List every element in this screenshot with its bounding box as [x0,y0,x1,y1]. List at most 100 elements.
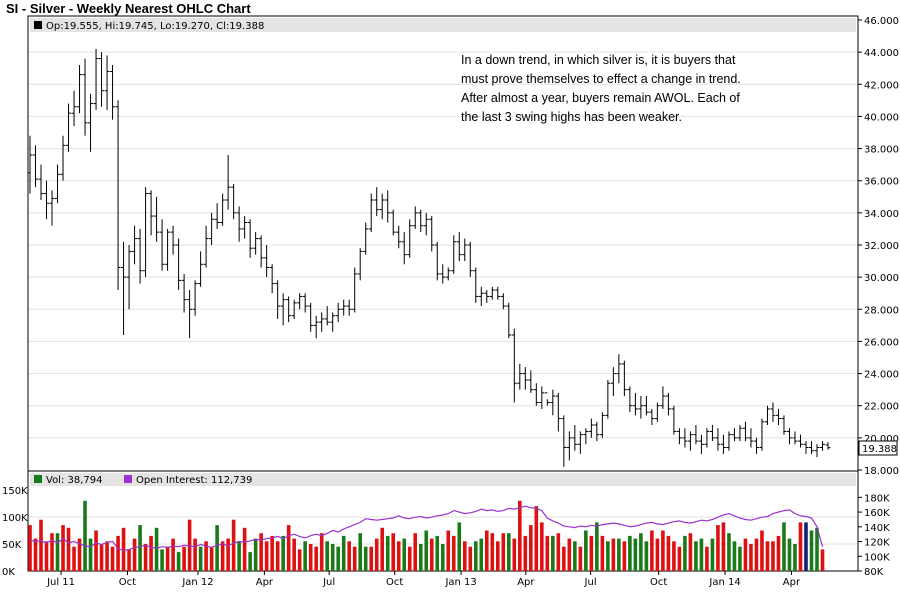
ohlc-bar [770,402,776,422]
x-tick-label: Apr [783,577,801,588]
x-tick-label: Oct [650,577,667,588]
price-axis-ticks: 46.000 44.000 42.000 40.000 38.000 36.000 34.0… [858,16,899,477]
volume-bar [495,541,500,571]
ohlc-bar [583,428,589,445]
ohlc-bar [819,441,825,451]
volume-bar [336,546,340,571]
last-price-box [858,440,898,456]
volume-bar [226,538,230,571]
volume-bar [732,541,737,571]
ohlc-bar [269,264,275,294]
x-tick-label: Jul [584,577,597,588]
volume-bar [314,546,318,571]
ohlc-bar [330,312,336,332]
oi-tick-label: 120K [864,538,890,549]
volume-bar [677,546,682,571]
ohlc-bar [33,145,39,188]
ohlc-bar [484,290,490,303]
volume-bar [771,541,775,571]
volume-bar [352,546,357,571]
ohlc-bar [682,428,688,448]
volume-bar [462,541,467,571]
volume-bar [380,527,385,571]
volume-tick-label: 50K [2,540,22,551]
ohlc-bar [632,392,638,416]
volume-bar [182,546,186,571]
volume-bar [809,530,814,571]
volume-bar [760,530,764,571]
volume-bar [545,535,550,571]
ohlc-bar [671,405,677,435]
x-tick-label: Oct [119,577,136,588]
ohlc-bar [209,212,215,245]
volume-bar [451,535,456,571]
ohlc-bar [737,425,743,442]
ohlc-bar [396,225,402,249]
volume-bar [429,538,434,571]
volume-bar [292,538,296,571]
volume-bar [116,535,120,571]
volume-bar [193,538,197,571]
volume-bar [94,530,98,571]
volume-bar [176,552,181,571]
ohlc-bar [253,232,259,255]
open-interest-path [29,505,824,552]
ohlc-bar [726,431,732,451]
volume-bar [77,538,82,571]
x-tick-label: Oct [386,577,403,588]
ohlc-bar [792,431,798,445]
price-tick-label: 36.000 [864,177,899,188]
ohlc-bar [517,363,523,390]
volume-bar [484,530,489,571]
volume-bar [617,538,621,571]
volume-bar [573,541,577,571]
ohlc-bar [247,219,253,258]
last-price-label: 19.388 [862,444,897,455]
ohlc-bar [357,248,363,281]
ohlc-bar [423,212,429,236]
volume-bar [347,541,351,571]
x-tick-label: Apr [256,577,274,588]
ohlc-bar [352,267,358,313]
ohlc-bar [506,302,512,339]
ohlc-bar [225,155,231,210]
ohlc-bar [88,93,94,152]
volume-bar [540,522,544,571]
ohlc-bar [82,58,88,136]
volume-bar [738,546,742,571]
volume-bar [264,541,269,571]
annotation-line-2: must prove themselves to effect a change… [461,72,741,86]
volume-bar [606,541,610,571]
volume-bar [341,535,346,571]
volume-bar [209,546,214,571]
ohlc-bar [77,65,83,114]
volume-bar [776,535,781,571]
ohlc-bar [137,228,143,284]
ohlc-bar [214,203,220,229]
ohlc-bar [258,235,264,268]
ohlc-bar [110,65,116,120]
ohlc-bar [434,241,440,281]
volume-bar [473,541,478,571]
volume-bar [160,549,164,571]
volume-bar [33,538,38,571]
volume-bar [782,522,786,571]
price-tick-label: 42.000 [864,80,899,91]
ohlc-bar [511,328,517,403]
ohlc-bar [313,315,319,339]
ohlc-bar [44,180,50,220]
ohlc-bar [27,135,33,194]
vol-legend-text: Vol: 38,794 [46,475,103,486]
ohlc-bar [533,383,539,406]
volume-bar [798,522,803,571]
ohlc-bar [753,437,759,454]
volume-bar [595,522,599,571]
volume-bar [204,541,208,571]
ohlc-bar [66,103,72,152]
ohlc-bar [489,286,495,300]
volume-bar [633,538,638,571]
volume-bar [518,500,522,571]
volume-bar [551,535,555,571]
price-tick-label: 18.000 [864,466,899,477]
ohlc-bar [71,90,77,127]
